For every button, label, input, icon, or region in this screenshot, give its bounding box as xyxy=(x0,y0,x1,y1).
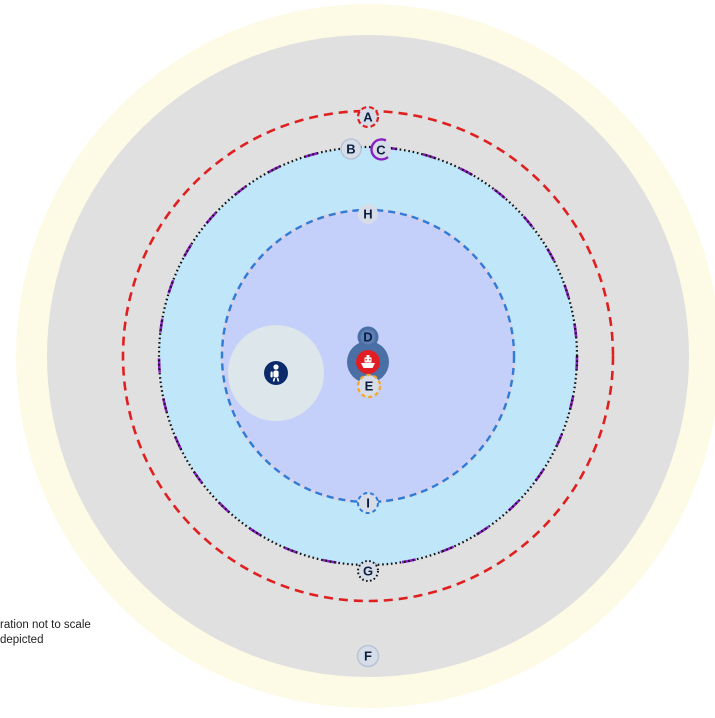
marker-h: H xyxy=(358,204,378,224)
svg-text:C: C xyxy=(376,143,386,158)
ship-icon xyxy=(356,350,380,374)
marker-c: C xyxy=(370,138,391,161)
svg-text:A: A xyxy=(363,110,373,125)
scale-note-line1: ration not to scale xyxy=(0,619,91,631)
svg-text:I: I xyxy=(366,496,370,511)
svg-text:H: H xyxy=(363,207,372,222)
marker-i: I xyxy=(357,492,379,514)
marker-d: D xyxy=(357,326,379,348)
marker-g: G xyxy=(357,560,379,582)
svg-text:E: E xyxy=(365,379,374,394)
svg-text:D: D xyxy=(363,330,372,345)
scale-note-line2: depicted xyxy=(0,634,44,646)
red-dashed-boundary xyxy=(121,109,615,603)
marker-b: B xyxy=(340,138,362,160)
diver-icon xyxy=(264,361,288,385)
marker-a: A xyxy=(356,105,380,129)
marker-e: E xyxy=(356,373,382,399)
black-dotted-boundary xyxy=(157,145,579,567)
svg-text:G: G xyxy=(363,564,373,579)
marker-f: F xyxy=(356,644,380,668)
svg-text:F: F xyxy=(364,649,372,664)
svg-text:B: B xyxy=(346,142,355,157)
